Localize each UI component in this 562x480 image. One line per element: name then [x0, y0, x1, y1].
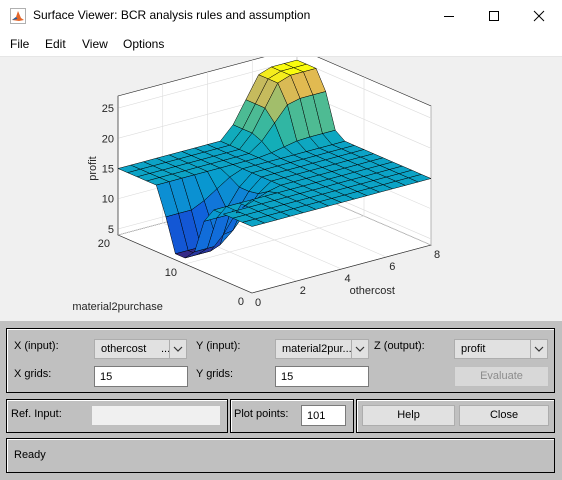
grid-line	[184, 77, 365, 265]
z-tick-label: 25	[102, 103, 114, 115]
variables-group: X (input): othercost ... Y (input): mate…	[6, 328, 555, 393]
y-input-select[interactable]: material2pur...	[275, 339, 369, 359]
z-tick-label: 5	[108, 224, 114, 236]
surface-plot[interactable]: 0 2 4 6 8 0 10 20 5 10 15 20 25 othercost material2pur…	[0, 57, 562, 321]
status-text: Ready	[14, 449, 46, 461]
y-axis-label: material2purchase	[72, 301, 163, 313]
minimize-icon	[443, 15, 454, 17]
maximize-icon	[488, 10, 499, 21]
surface-patch	[407, 174, 432, 183]
menu-view[interactable]: View	[82, 37, 108, 51]
y-axis-line	[117, 234, 253, 294]
maximize-button[interactable]	[471, 0, 516, 31]
z-output-value: profit	[461, 343, 486, 355]
close-button[interactable]: Close	[459, 405, 549, 426]
ref-input-field[interactable]	[91, 405, 221, 426]
menu-edit[interactable]: Edit	[45, 37, 66, 51]
z-tick-label: 15	[102, 164, 114, 176]
y-grids-input[interactable]: 15	[275, 366, 369, 387]
title-bar: Surface Viewer: BCR analysis rules and a…	[0, 0, 562, 31]
x-grids-input[interactable]: 15	[94, 366, 188, 387]
x-tick-label: 6	[389, 261, 395, 273]
y-tick-label: 10	[165, 267, 177, 279]
close-window-button[interactable]	[516, 0, 561, 31]
y-input-value: material2pur...	[282, 343, 352, 355]
z-output-label: Z (output):	[374, 340, 425, 352]
x-input-label: X (input):	[14, 340, 59, 352]
action-buttons-group: Help Close	[356, 399, 555, 433]
menu-file[interactable]: File	[10, 37, 30, 51]
ref-input-label: Ref. Input:	[11, 408, 62, 420]
plot-points-input[interactable]: 101	[301, 405, 346, 426]
evaluate-button[interactable]: Evaluate	[454, 366, 549, 387]
plot-area: 0 2 4 6 8 0 10 20 5 10 15 20 25 othercost material2pur…	[0, 57, 562, 321]
control-panel: X (input): othercost ... Y (input): mate…	[0, 321, 562, 480]
x-tick-label: 8	[434, 249, 440, 261]
x-grids-label: X grids:	[14, 368, 52, 380]
plot-points-group: Plot points: 101	[230, 399, 354, 433]
z-tick-label: 20	[102, 133, 114, 145]
x-tick-label: 4	[344, 273, 350, 285]
x-axis-line	[251, 244, 432, 294]
matlab-app-icon	[10, 8, 26, 24]
menu-bar: File Edit View Options	[0, 31, 562, 57]
x-input-select[interactable]: othercost ...	[94, 339, 187, 359]
ellipsis-icon: ...	[161, 343, 171, 355]
x-input-value: othercost	[101, 343, 147, 355]
minimize-button[interactable]	[426, 0, 471, 31]
x-axis-label: othercost	[350, 285, 395, 297]
chevron-down-icon	[351, 340, 368, 358]
x-tick-label: 2	[300, 285, 306, 297]
window-title: Surface Viewer: BCR analysis rules and a…	[33, 8, 311, 22]
chevron-down-icon	[169, 340, 186, 358]
y-tick-label: 0	[238, 296, 244, 308]
ref-input-group: Ref. Input:	[6, 399, 228, 433]
status-group: Ready	[6, 438, 555, 473]
x-tick-label: 0	[255, 297, 261, 309]
z-output-select[interactable]: profit	[454, 339, 548, 359]
close-icon	[533, 10, 544, 21]
menu-options[interactable]: Options	[123, 37, 165, 51]
y-grids-label: Y grids:	[196, 368, 234, 380]
y-tick-label: 20	[98, 238, 110, 250]
z-tick-label: 10	[102, 194, 114, 206]
help-button[interactable]: Help	[362, 405, 455, 426]
z-axis-label: profit	[87, 156, 99, 180]
y-input-label: Y (input):	[196, 340, 241, 352]
plot-points-label: Plot points:	[234, 408, 289, 420]
chevron-down-icon	[530, 340, 547, 358]
